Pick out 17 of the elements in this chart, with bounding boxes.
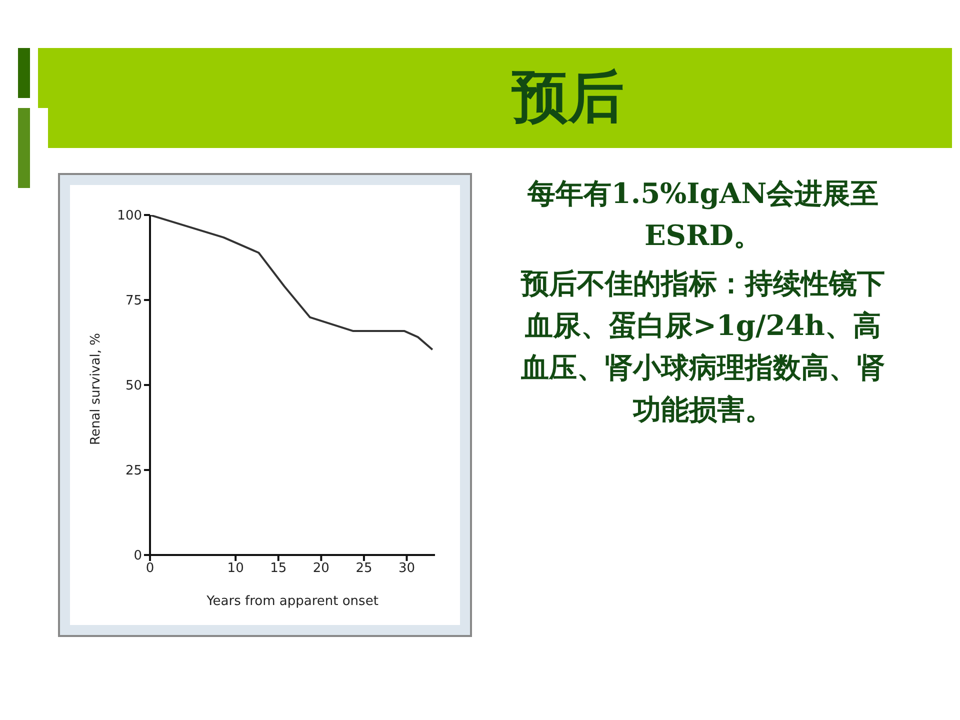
y-tick-label: 25	[125, 464, 142, 479]
x-tick-label: 0	[146, 561, 154, 576]
x-tick-label: 15	[270, 561, 287, 576]
y-tick-label: 100	[117, 208, 142, 224]
x-tick-label: 20	[312, 561, 330, 576]
y-tick-label: 0	[134, 548, 142, 564]
x-axis-title: Years from apparent onset	[206, 594, 378, 609]
text: 预后	[510, 64, 625, 132]
text: 预后不佳的指标：持续性镜下血尿、蛋白尿>1g/24h、高血压、肾小球病理指数高、肾功能损害。	[520, 266, 886, 428]
y-tick-label: 50	[125, 378, 142, 394]
x-tick-label: 30	[398, 561, 416, 576]
x-tick-label: 25	[356, 561, 372, 576]
line-series	[150, 215, 434, 351]
y-tick-label: 75	[125, 294, 142, 309]
text: 每年有1.5%IgAN会进展至ESRD。	[526, 176, 880, 254]
y-axis-title: Renal survival, %	[88, 333, 104, 445]
x-tick-label: 10	[227, 561, 244, 576]
